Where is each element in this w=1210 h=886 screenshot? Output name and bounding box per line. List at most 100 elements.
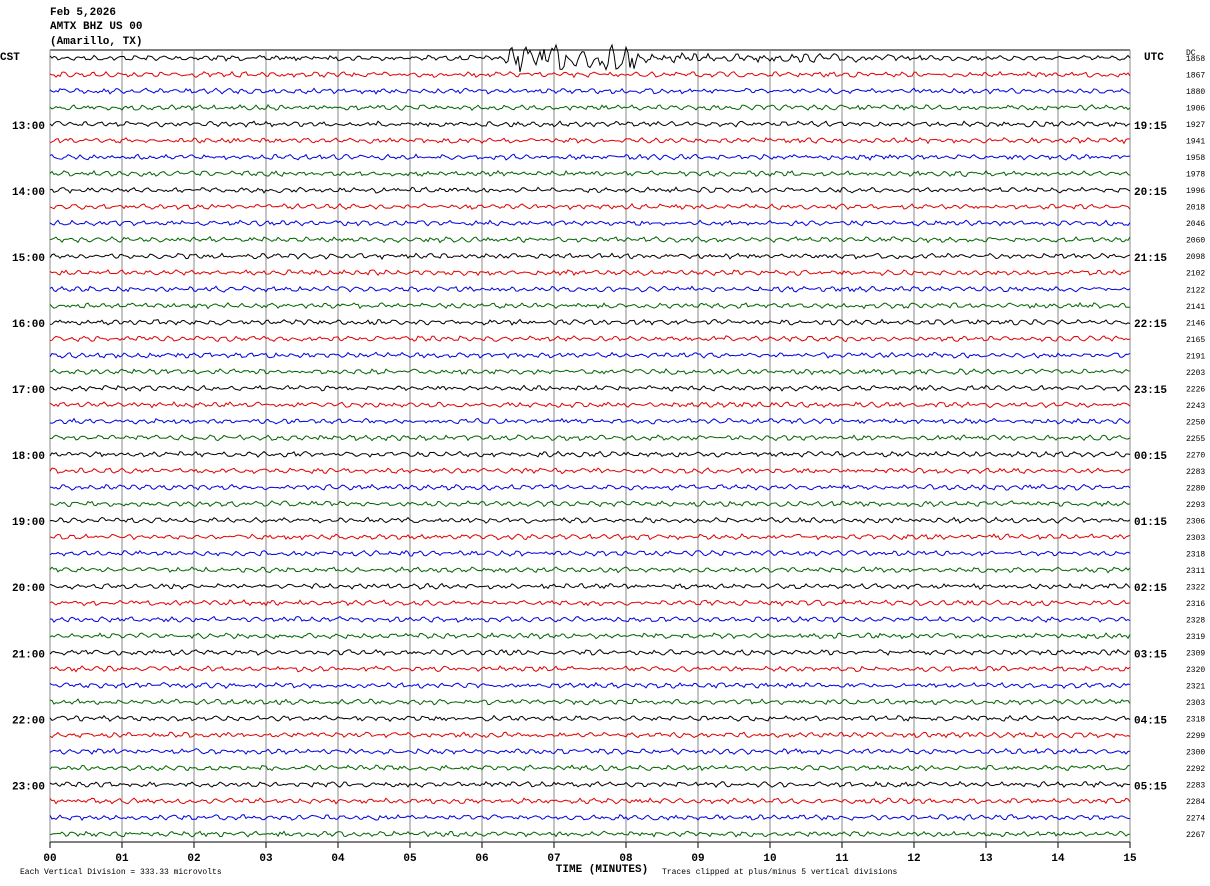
- dc-value: 2250: [1186, 418, 1205, 427]
- dc-value: 2191: [1186, 352, 1205, 361]
- station: AMTX BHZ US 00: [50, 21, 142, 33]
- trace: [49, 104, 1131, 111]
- dc-value: 2293: [1186, 501, 1205, 510]
- x-tick-label: 08: [619, 853, 633, 865]
- dc-value: 2292: [1186, 765, 1205, 774]
- trace: [49, 236, 1131, 244]
- utc-label: 04:15: [1134, 715, 1167, 727]
- trace: [49, 219, 1131, 227]
- x-tick-label: 06: [475, 853, 488, 865]
- trace: [49, 731, 1131, 739]
- dc-value: 2321: [1186, 683, 1205, 692]
- trace: [49, 830, 1131, 838]
- x-tick-label: 15: [1123, 853, 1137, 865]
- chart-title: Feb 5,2026: [50, 7, 116, 19]
- trace: [49, 136, 1131, 145]
- utc-label: 21:15: [1134, 253, 1167, 265]
- dc-value: 2303: [1186, 699, 1205, 708]
- cst-label: 15:00: [12, 253, 45, 265]
- trace: [49, 153, 1131, 161]
- dc-value: 1927: [1186, 121, 1205, 130]
- x-tick-label: 14: [1051, 853, 1065, 865]
- trace: [49, 698, 1131, 706]
- trace: [49, 516, 1131, 524]
- trace: [49, 43, 1131, 73]
- dc-value: 2318: [1186, 716, 1205, 725]
- trace: [49, 665, 1131, 673]
- trace: [49, 598, 1131, 607]
- dc-value: 1978: [1186, 171, 1205, 180]
- x-tick-label: 11: [835, 853, 849, 865]
- dc-value: 2284: [1186, 798, 1205, 807]
- trace: [49, 368, 1131, 376]
- trace: [49, 434, 1131, 442]
- dc-value: 2243: [1186, 402, 1205, 411]
- x-axis-label: TIME (MINUTES): [556, 864, 648, 876]
- trace: [50, 483, 1131, 491]
- trace: [49, 780, 1131, 789]
- trace: [49, 549, 1131, 557]
- trace: [49, 120, 1131, 128]
- x-tick-label: 13: [979, 853, 993, 865]
- trace: [49, 384, 1131, 392]
- dc-value: 1958: [1186, 154, 1205, 163]
- trace: [49, 318, 1131, 326]
- cst-label: 20:00: [12, 583, 45, 595]
- dc-value: 2328: [1186, 616, 1205, 625]
- trace: [49, 417, 1131, 425]
- cst-label: 21:00: [12, 649, 45, 661]
- utc-label: 05:15: [1134, 781, 1167, 793]
- trace: [49, 764, 1131, 772]
- trace: [49, 714, 1131, 722]
- dc-value: 1880: [1186, 88, 1205, 97]
- trace: [49, 285, 1131, 293]
- cst-label: 22:00: [12, 715, 45, 727]
- trace: [49, 648, 1131, 657]
- utc-label: 02:15: [1134, 583, 1167, 595]
- dc-value: 2098: [1186, 253, 1205, 262]
- dc-value: 2311: [1186, 567, 1205, 576]
- dc-value: 2146: [1186, 319, 1205, 328]
- location: (Amarillo, TX): [50, 36, 142, 48]
- trace: [49, 533, 1131, 541]
- dc-value: 2309: [1186, 649, 1205, 658]
- right-axis-label: UTC: [1144, 52, 1164, 64]
- dc-value: 2303: [1186, 534, 1205, 543]
- dc-value: 2165: [1186, 336, 1205, 345]
- x-tick-label: 03: [259, 853, 273, 865]
- dc-value: 2141: [1186, 303, 1205, 312]
- trace: [49, 615, 1131, 623]
- x-tick-label: 04: [331, 853, 345, 865]
- utc-label: 01:15: [1134, 517, 1167, 529]
- dc-value: 2319: [1186, 633, 1205, 642]
- utc-label: 23:15: [1134, 385, 1167, 397]
- dc-value: 1867: [1186, 72, 1205, 81]
- trace: [49, 681, 1131, 690]
- trace: [49, 450, 1131, 458]
- cst-label: 16:00: [12, 319, 45, 331]
- dc-value: 2280: [1186, 484, 1205, 493]
- trace: [49, 186, 1131, 194]
- cst-label: 23:00: [12, 781, 45, 793]
- dc-value: 2322: [1186, 583, 1205, 592]
- x-tick-label: 12: [907, 853, 920, 865]
- trace: [49, 401, 1131, 409]
- dc-value: 2320: [1186, 666, 1205, 675]
- trace: [49, 335, 1131, 343]
- x-tick-label: 02: [187, 853, 200, 865]
- trace: [49, 351, 1131, 359]
- utc-label: 19:15: [1134, 121, 1167, 133]
- x-tick-label: 00: [43, 853, 56, 865]
- x-tick-label: 05: [403, 853, 417, 865]
- dc-value: 2318: [1186, 550, 1205, 559]
- utc-label: 00:15: [1134, 451, 1167, 463]
- dc-value: 1941: [1186, 138, 1205, 147]
- dc-value: 1858: [1186, 55, 1205, 64]
- trace: [49, 301, 1130, 310]
- trace: [49, 269, 1131, 277]
- trace: [49, 797, 1131, 805]
- utc-label: 22:15: [1134, 319, 1167, 331]
- trace: [49, 500, 1131, 508]
